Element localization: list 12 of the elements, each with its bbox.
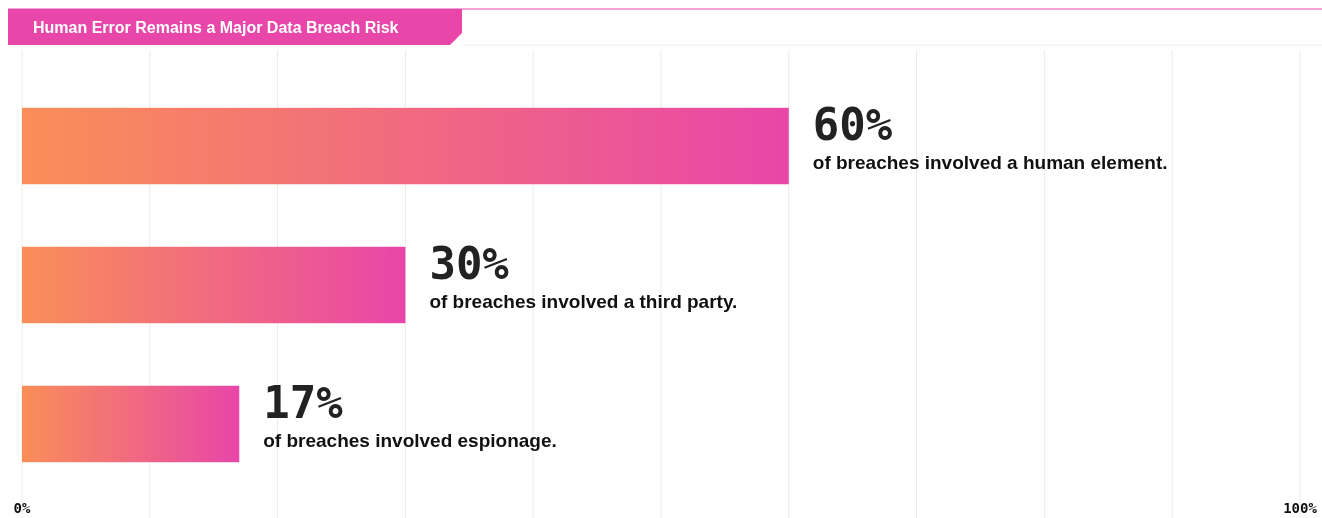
x-tick-label: 0% <box>13 500 31 516</box>
bar <box>22 385 240 463</box>
y-tick-label: of breaches involved espionage. <box>263 429 557 451</box>
y-tick-label: of breaches involved a human element. <box>812 151 1168 173</box>
x-tick-label: 100% <box>1283 500 1318 516</box>
data-label: 60% <box>812 98 893 150</box>
data-label: 30% <box>429 237 510 289</box>
data-label: 17% <box>263 376 344 428</box>
chart-title: Human Error Remains a Major Data Breach Risk <box>33 19 399 36</box>
y-tick-label: of breaches involved a third party. <box>429 290 738 312</box>
bar <box>22 107 789 185</box>
bar <box>22 246 406 324</box>
